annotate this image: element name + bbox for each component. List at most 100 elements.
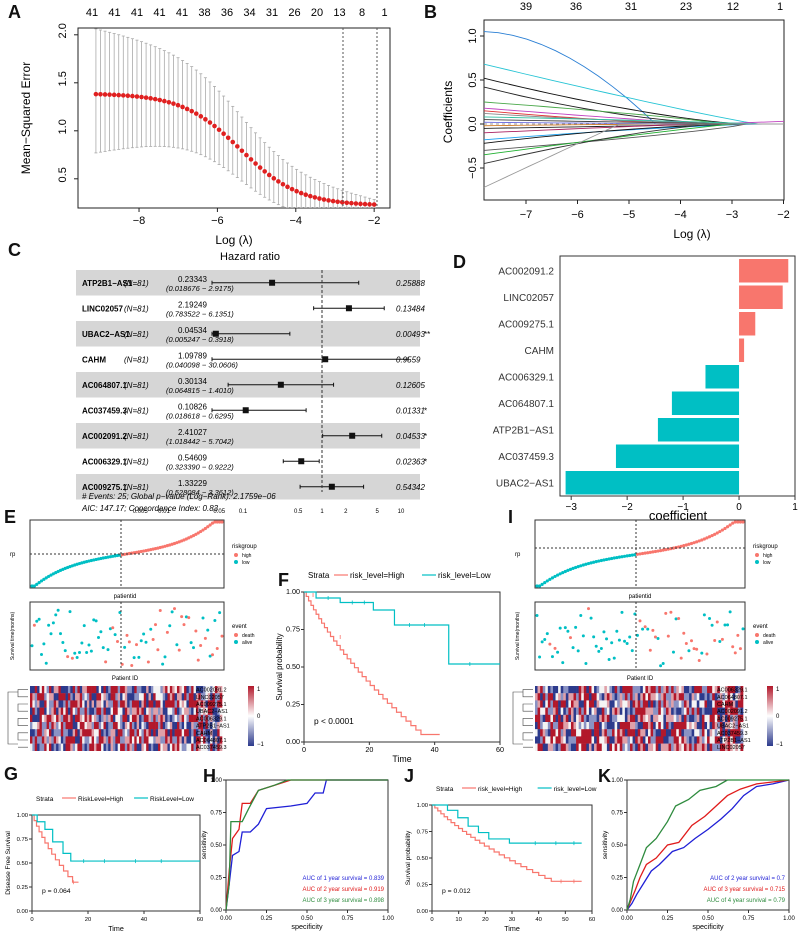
panel-c-pvalue: 0.00493 [396,330,425,339]
panel-c-ci: (0.783522 − 6.1351) [166,309,234,318]
i-heat-cell [614,736,618,744]
i-heat-cell [717,736,721,744]
panel-a-top-count: 41 [153,7,165,19]
e-heat-cell [84,686,88,694]
i-heat-cell [630,693,633,701]
i-heat-cell [663,700,667,708]
e-heat-cell [179,686,183,694]
i-heat-cell [673,686,677,694]
i-event-point [738,647,742,651]
i-heat-cell [709,700,713,708]
e-heat-cell [32,714,36,723]
i-risk-point [558,572,562,576]
panel-j-xtick: 20 [482,917,489,923]
i-heat-cell [588,743,592,751]
e-heat-cell [96,707,100,715]
e-heat-cell [103,729,107,737]
e-heat-cell [72,700,76,708]
panel-e-ev-ylabel: Survival time(months) [10,612,16,661]
i-heat-cell [645,722,649,730]
i-heat-cell [537,743,541,751]
panel-a-mse-point [262,169,267,174]
i-heat-cell [701,736,705,744]
i-heat-cell [653,714,656,723]
panel-g-ytick: 0.25 [17,885,28,891]
e-heat-cell [198,700,201,708]
panel-b-xtick: −5 [623,209,636,221]
i-heat-cell [617,714,621,723]
e-heat-cell [60,729,64,737]
i-heat-cell [568,686,572,694]
e-heat-cell [46,693,50,701]
e-heat-cell [184,722,187,730]
panel-c-ci: (0.528084 − 3.3612) [166,488,234,497]
e-heat-cell [148,736,152,744]
e-event-point [123,645,127,649]
e-heat-cell [193,700,197,708]
i-heat-cell [701,743,705,751]
e-heat-cell [124,686,128,694]
e-heat-cell [172,729,175,737]
panel-f-xtick: 0 [302,745,306,754]
i-heat-cell [717,707,721,715]
i-heat-cell [588,686,592,694]
e-heat-cell [179,729,183,737]
i-event-point [687,649,691,653]
i-heat-cell [637,686,641,694]
i-heat-cell [547,700,551,708]
e-event-point [108,627,112,631]
i-heat-cell [578,722,582,730]
i-heat-cell [658,707,662,715]
e-heat-cell [103,700,107,708]
i-event-point [574,625,578,629]
i-heat-cell [678,743,682,751]
i-heat-cell [645,743,649,751]
panel-d-bar [739,259,789,283]
panel-a-mse-point [253,161,258,166]
i-heat-cell [535,707,538,715]
panel-d-bar [739,312,756,336]
panel-c-hr-point [328,483,335,490]
i-heat-cell [622,693,626,701]
i-heat-cell [730,743,734,751]
i-heat-cell [547,736,551,744]
i-heat-cell [650,693,654,701]
panel-a-top-count: 26 [288,7,300,19]
panel-b-coef-path [483,101,784,125]
panel-a-mse-point [157,97,163,103]
i-heat-cell [642,693,646,701]
i-heat-cell [691,729,695,737]
i-heat-cell [601,736,605,744]
e-heat-cell [58,736,62,744]
i-heat-cell [565,714,569,723]
panel-a-error-bars [94,28,376,209]
i-event-point [731,645,735,649]
i-heat-cell [735,736,739,744]
e-heat-cell [195,686,199,694]
e-heat-cell [176,693,180,701]
e-heat-cell [96,743,100,751]
i-heat-cell [565,686,569,694]
e-heat-cell [143,743,147,751]
e-heat-cell [46,700,50,708]
e-heat-cell [219,700,223,708]
e-heat-cell [179,736,183,744]
i-heat-cell [573,743,577,751]
i-heat-cell [737,686,741,694]
i-event-point [726,623,730,627]
panel-b-coef-path-plot: 39 36 31 23 12 1 −0.50.00.51.0 −7 −6 −5 −4 −3 −2 C… [441,1,790,241]
i-heat-cell [668,722,672,730]
e-heat-cell [210,743,213,751]
e-heat-cell [191,693,194,701]
i-heat-cell [596,729,600,737]
i-heat-cell [722,693,726,701]
i-heat-cell [609,707,613,715]
i-heat-cell [630,707,633,715]
i-risk-point [550,576,555,580]
e-heat-cell [84,743,88,751]
e-heat-cell [37,714,40,723]
i-heat-cell [663,686,667,694]
i-event-point [736,633,740,637]
panel-a-mse-point [203,117,208,122]
e-heat-cell [150,686,154,694]
